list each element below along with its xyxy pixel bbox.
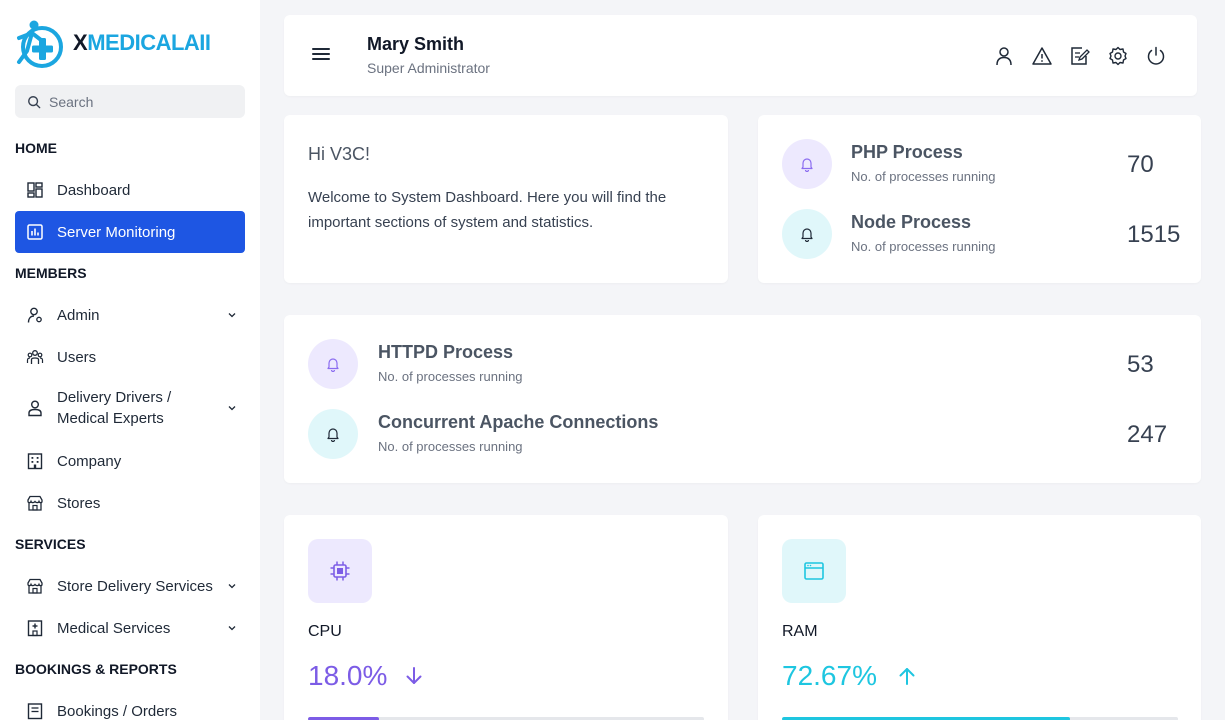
metric-label: RAM [782, 623, 818, 640]
sidebar-item-label: Dashboard [57, 181, 131, 199]
user-role: Super Administrator [367, 60, 490, 76]
sidebar-item-medical-services[interactable]: Medical Services [15, 607, 245, 649]
label-line-1: Delivery Drivers / [57, 389, 172, 406]
chevron-down-icon [228, 584, 236, 589]
power-icon[interactable] [1145, 45, 1167, 67]
bell-icon [782, 139, 832, 189]
arrow-up-icon [899, 668, 915, 685]
sidebar-item-dashboard[interactable]: Dashboard [15, 169, 245, 211]
process-title: HTTPD Process [378, 342, 514, 362]
user-name: Mary Smith [367, 34, 465, 54]
section-services: SERVICES [15, 536, 86, 552]
greeting-text: Hi V3C! [308, 144, 371, 164]
sidebar-item-label: Company [57, 452, 122, 470]
sidebar-item-label: Server Monitoring [57, 223, 176, 241]
process-title: PHP Process [851, 142, 963, 162]
profile-icon[interactable] [993, 45, 1015, 67]
store-icon [26, 577, 44, 595]
sidebar-item-delivery-drivers[interactable]: Delivery Drivers / Medical Experts [15, 378, 245, 438]
users-icon [26, 348, 44, 366]
sidebar-item-stores[interactable]: Stores [15, 482, 245, 524]
bell-icon [308, 339, 358, 389]
hospital-icon [26, 619, 44, 637]
admin-icon [26, 306, 44, 324]
brand-name: XMEDICALAII [73, 30, 211, 56]
cpu-usage-fill [308, 717, 380, 720]
process-title: Node Process [851, 212, 972, 232]
process-subtitle: No. of processes running [851, 169, 996, 184]
logo[interactable]: XMEDICALAII [15, 18, 211, 68]
welcome-card: Hi V3C! Welcome to System Dashboard. Her… [284, 115, 728, 283]
process-count: 70 [1127, 151, 1154, 178]
sidebar-item-label: Stores [57, 494, 101, 512]
process-subtitle: No. of processes running [378, 369, 523, 384]
chevron-down-icon [228, 313, 236, 318]
sidebar-item-store-delivery-services[interactable]: Store Delivery Services [15, 565, 245, 607]
sidebar-item-admin[interactable]: Admin [15, 294, 245, 336]
sidebar: XMEDICALAII HOME Dashboard Server Monito… [0, 0, 260, 720]
process-count: 247 [1127, 421, 1168, 448]
sidebar-item-users[interactable]: Users [15, 336, 245, 378]
cpu-usage-bar [308, 717, 704, 720]
metric-value: 18.0% [308, 660, 388, 691]
label-line-2: Medical Experts [57, 410, 164, 427]
sidebar-item-label: Bookings / Orders [57, 702, 178, 720]
bell-icon [308, 409, 358, 459]
metric-value: 72.67% [782, 660, 877, 691]
sidebar-item-label: Delivery Drivers / Medical Experts [57, 387, 171, 429]
edit-icon[interactable] [1069, 45, 1091, 67]
sidebar-item-bookings-orders[interactable]: Bookings / Orders [15, 690, 245, 720]
metric-label: CPU [308, 623, 342, 640]
sidebar-item-label: Users [57, 348, 97, 366]
section-home: HOME [15, 140, 57, 156]
driver-icon [26, 399, 44, 417]
arrow-down-icon [406, 667, 422, 684]
process-card-2: HTTPD Process No. of processes running 5… [284, 315, 1201, 483]
welcome-message: Welcome to System Dashboard. Here you wi… [308, 189, 667, 231]
sidebar-item-server-monitoring[interactable]: Server Monitoring [15, 211, 245, 253]
sidebar-item-label: Store Delivery Services [57, 577, 213, 595]
search-box [15, 85, 245, 118]
chevron-down-icon [228, 406, 236, 411]
cpu-card: CPU 18.0% [284, 515, 728, 720]
ram-usage-fill [782, 717, 1070, 720]
process-subtitle: No. of processes running [851, 239, 996, 254]
store-icon [26, 494, 44, 512]
process-subtitle: No. of processes running [378, 439, 523, 454]
menu-toggle-icon[interactable] [312, 48, 330, 62]
sidebar-item-label: Admin [57, 306, 100, 324]
brand-rest: MEDICALAII [87, 30, 211, 55]
chart-icon [26, 223, 44, 241]
top-header: Mary Smith Super Administrator [284, 15, 1197, 96]
process-title: Concurrent Apache Connections [378, 412, 659, 432]
dashboard-icon [26, 181, 44, 199]
process-count: 53 [1127, 351, 1154, 378]
brand-x: X [73, 30, 88, 55]
sidebar-item-company[interactable]: Company [15, 440, 245, 482]
ram-icon [782, 539, 846, 603]
cpu-icon [308, 539, 372, 603]
building-icon [26, 452, 44, 470]
process-card-1: PHP Process No. of processes running 70 … [758, 115, 1201, 283]
search-icon [28, 95, 41, 108]
search-input[interactable] [49, 93, 229, 110]
chevron-down-icon [228, 626, 236, 631]
section-bookings-reports: BOOKINGS & REPORTS [15, 661, 177, 677]
sidebar-item-label: Medical Services [57, 619, 171, 637]
ram-usage-bar [782, 717, 1178, 720]
bell-icon [782, 209, 832, 259]
section-members: MEMBERS [15, 265, 87, 281]
logo-icon [15, 18, 65, 68]
process-count: 1515 [1127, 221, 1181, 248]
alert-icon[interactable] [1031, 45, 1053, 67]
settings-icon[interactable] [1107, 45, 1129, 67]
ram-card: RAM 72.67% [758, 515, 1201, 720]
list-icon [26, 702, 44, 720]
